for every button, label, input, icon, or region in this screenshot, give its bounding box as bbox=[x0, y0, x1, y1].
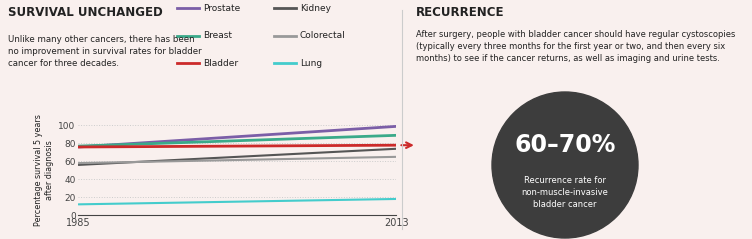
Text: Breast: Breast bbox=[203, 31, 232, 40]
Text: Lung: Lung bbox=[300, 59, 322, 68]
Text: After surgery, people with bladder cancer should have regular cystoscopies
(typi: After surgery, people with bladder cance… bbox=[417, 30, 735, 63]
Text: Bladder: Bladder bbox=[203, 59, 238, 68]
Text: Unlike many other cancers, there has been
no improvement in survival rates for b: Unlike many other cancers, there has bee… bbox=[8, 35, 202, 68]
Y-axis label: Percentage survival 5 years
after diagnosis: Percentage survival 5 years after diagno… bbox=[34, 114, 54, 226]
Text: Prostate: Prostate bbox=[203, 4, 241, 13]
Text: Recurrence rate for
non-muscle-invasive
bladder cancer: Recurrence rate for non-muscle-invasive … bbox=[522, 176, 608, 209]
Text: Colorectal: Colorectal bbox=[300, 31, 345, 40]
Text: 60–70%: 60–70% bbox=[514, 133, 616, 157]
Text: SURVIVAL UNCHANGED: SURVIVAL UNCHANGED bbox=[8, 6, 162, 19]
Text: Kidney: Kidney bbox=[300, 4, 331, 13]
Text: RECURRENCE: RECURRENCE bbox=[417, 6, 505, 19]
